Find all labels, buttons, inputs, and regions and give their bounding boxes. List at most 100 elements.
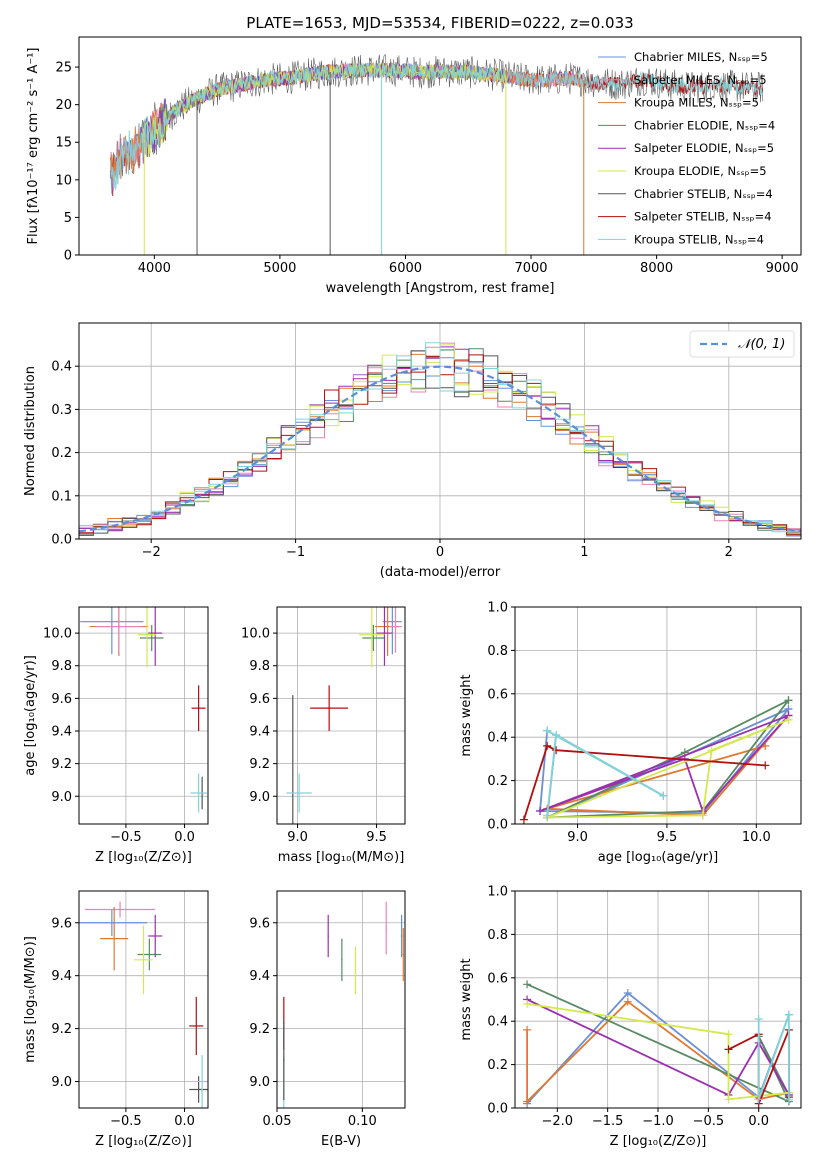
y-axis-label: mass [log₁₀(M/M⊙)] xyxy=(23,936,38,1063)
y-tick-label: 9.0 xyxy=(51,1075,72,1090)
x-tick-label: 0.05 xyxy=(263,1114,292,1129)
weight-marker xyxy=(543,726,552,735)
data-point xyxy=(201,1080,203,1083)
weight-marker xyxy=(543,811,552,820)
legend-label: Chabrier STELIB, Nₛₛₚ=4 xyxy=(634,187,773,201)
data-point xyxy=(148,953,151,956)
y-tick-label: 9.0 xyxy=(51,790,72,805)
legend-box xyxy=(689,330,795,358)
y-tick-label: 20 xyxy=(55,98,72,113)
axes-frame xyxy=(276,890,406,1109)
y-tick-label: 0.2 xyxy=(51,446,72,461)
y-tick-label: 9.4 xyxy=(249,725,270,740)
data-point xyxy=(394,625,397,628)
x-tick-label: 8000 xyxy=(640,261,673,276)
y-tick-label: 9.6 xyxy=(51,916,72,931)
x-tick-label: 2 xyxy=(725,545,733,560)
x-tick-label: 0.0 xyxy=(174,1114,195,1129)
y-tick-label: 9.4 xyxy=(51,969,72,984)
data-point xyxy=(197,792,200,794)
x-tick-label: −0.5 xyxy=(110,830,142,845)
plot-area xyxy=(519,696,793,824)
legend: 𝒩(0, 1) xyxy=(689,330,795,358)
weight-marker xyxy=(761,761,770,770)
data-point xyxy=(283,1059,285,1062)
data-point xyxy=(197,707,200,709)
x-tick-label: 0.0 xyxy=(748,1114,769,1129)
y-tick-label: 0.4 xyxy=(487,731,508,746)
x-tick-label: 10.0 xyxy=(742,830,771,845)
x-tick-label: −1.0 xyxy=(642,1114,674,1129)
data-point xyxy=(328,707,330,709)
data-point xyxy=(371,633,373,636)
x-axis-label: wavelength [Angstrom, rest frame] xyxy=(326,281,555,296)
plot-area xyxy=(79,342,801,539)
x-tick-label: 0 xyxy=(436,545,444,560)
x-axis-label: E(B-V) xyxy=(321,1134,361,1149)
data-point xyxy=(142,959,145,961)
axes-frame xyxy=(78,890,209,1109)
data-point xyxy=(327,935,330,937)
data-point xyxy=(146,633,148,636)
axes-frame xyxy=(514,606,802,825)
data-point xyxy=(341,959,343,961)
weight-marker xyxy=(707,746,716,755)
y-tick-label: 10.0 xyxy=(241,627,270,642)
weight-marker xyxy=(523,999,532,1008)
y-tick-label: 0.0 xyxy=(487,1102,508,1117)
plot-area xyxy=(283,901,405,1108)
y-axis-label: Flux [fλ10⁻¹⁷ erg cm⁻² s⁻¹ A⁻¹] xyxy=(26,48,41,245)
legend-label: 𝒩(0, 1) xyxy=(738,337,785,352)
y-tick-label: 0.4 xyxy=(51,360,72,375)
plot-area xyxy=(523,980,793,1108)
data-point xyxy=(197,1088,200,1091)
data-point xyxy=(354,969,357,972)
y-tick-label: 9.4 xyxy=(249,969,270,984)
y-tick-label: 10.0 xyxy=(43,627,72,642)
y-tick-label: 15 xyxy=(55,136,72,151)
weight-marker xyxy=(724,1095,733,1104)
y-tick-label: 9.2 xyxy=(51,1022,72,1037)
y-tick-label: 25 xyxy=(55,61,72,76)
y-tick-label: 0.6 xyxy=(487,971,508,986)
legend-label: Kroupa ELODIE, Nₛₛₚ=5 xyxy=(634,164,767,178)
y-tick-label: 0.6 xyxy=(487,687,508,702)
x-tick-label: 9.0 xyxy=(567,830,588,845)
data-point xyxy=(385,927,388,929)
weight-marker xyxy=(784,696,793,705)
y-axis-label: mass weight xyxy=(459,674,474,756)
panel-age_vs_Z: −0.5 0.0 9.0 9.2 9.4 9.6 9.8 10.0 Z [log₁₀(Z/Z⊙)… xyxy=(23,606,209,865)
spectrum-line-salpeter_miles xyxy=(109,62,584,192)
weight-marker xyxy=(543,741,552,750)
x-tick-label: 9.5 xyxy=(657,830,678,845)
x-tick-label: 0.10 xyxy=(348,1114,377,1129)
x-tick-label: 4000 xyxy=(138,261,171,276)
x-tick-label: −2.0 xyxy=(542,1114,574,1129)
x-tick-label: −0.5 xyxy=(110,1114,142,1129)
y-tick-label: 0.3 xyxy=(51,403,72,418)
data-point xyxy=(195,1025,198,1027)
y-tick-label: 9.6 xyxy=(249,916,270,931)
y-tick-label: 0.2 xyxy=(487,1058,508,1073)
x-axis-label: Z [log₁₀(Z/Z⊙)] xyxy=(95,850,192,865)
data-point xyxy=(391,620,394,623)
x-tick-label: 7000 xyxy=(514,261,547,276)
y-tick-label: 0.8 xyxy=(487,644,508,659)
weight-line-kroupa_elodie xyxy=(546,718,789,819)
weight-marker xyxy=(784,715,793,724)
panel-residuals: −2 −1 0 1 2 0.0 0.1 0.2 0.3 0.4 (data-model)/error… xyxy=(23,322,802,580)
data-point xyxy=(154,632,157,634)
data-point xyxy=(400,935,403,937)
legend-label: Chabrier ELODIE, Nₛₛₚ=4 xyxy=(634,118,775,132)
y-tick-label: 9.8 xyxy=(249,659,270,674)
spectrum-line-kroupa_stelib xyxy=(109,61,764,191)
axes-frame xyxy=(276,606,406,825)
panel-weight_vs_Z: −2.0 −1.5 −1.0 −0.5 0.0 0.0 0.2 0.4 0.6 0.8 1.0 Z [… xyxy=(459,885,802,1149)
data-point xyxy=(154,935,157,937)
data-point xyxy=(298,792,300,794)
y-tick-label: 0.4 xyxy=(487,1015,508,1030)
y-tick-label: 9.6 xyxy=(249,692,270,707)
y-tick-label: 9.0 xyxy=(249,790,270,805)
weight-line-kroupa_miles xyxy=(546,714,790,817)
